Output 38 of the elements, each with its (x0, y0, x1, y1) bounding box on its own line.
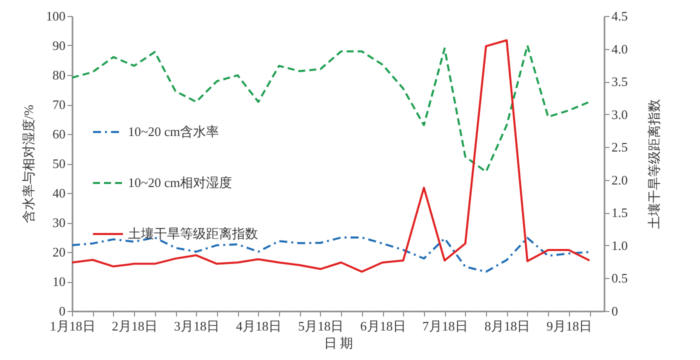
x-tick-label: 4月18日 (236, 318, 282, 334)
line-series (71, 44, 591, 173)
y-tick-label: 60 (52, 126, 66, 142)
y2-axis-title: 土壤干旱等级距离指数 (646, 99, 662, 229)
x-tick-label: 3月18日 (174, 318, 220, 334)
legend-label: 10~20 cm相对湿度 (128, 175, 232, 190)
x-tick-label: 1月18日 (50, 318, 96, 334)
y-tick-label: 40 (52, 186, 66, 200)
y-tick-label: 70 (52, 97, 66, 112)
x-tick-label: 8月18日 (484, 318, 530, 334)
y2-tick-label: 3.5 (612, 74, 628, 90)
x-tick-label: 9月18日 (546, 318, 592, 334)
y2-tick-label: 0 (612, 304, 618, 318)
y2-tick-label: 3.0 (612, 106, 628, 122)
y-tick-label: 10 (52, 274, 66, 289)
line-series (71, 39, 591, 273)
y-tick-label: 90 (52, 38, 66, 53)
y-tick-label: 0 (59, 304, 66, 318)
y2-tick-label: 1.0 (612, 238, 628, 253)
y2-tick-label: 2.0 (612, 172, 628, 188)
y-tick-label: 80 (52, 68, 66, 82)
x-tick-label: 7月18日 (422, 318, 468, 334)
y2-tick-label: 4.5 (612, 8, 628, 24)
y2-tick-label: 1.5 (612, 205, 628, 220)
x-tick-label: 5月18日 (298, 318, 344, 334)
x-tick-label: 6月18日 (360, 318, 406, 334)
y-tick-label: 100 (46, 8, 66, 24)
y2-tick-label: 0.5 (612, 270, 628, 286)
legend-label: 10~20 cm含水率 (128, 124, 220, 139)
x-tick-label: 2月18日 (112, 318, 158, 334)
y-tick-label: 20 (52, 244, 66, 260)
legend-label: 土壤干旱等级距离指数 (128, 226, 258, 241)
y-tick-label: 50 (52, 156, 66, 171)
x-axis-title: 日 期 (324, 336, 354, 350)
y-axis-title: 含水率与相对湿度/% (21, 104, 36, 224)
y2-tick-label: 4.0 (612, 41, 628, 56)
y-tick-label: 30 (52, 215, 66, 230)
y2-tick-label: 2.5 (612, 140, 628, 155)
